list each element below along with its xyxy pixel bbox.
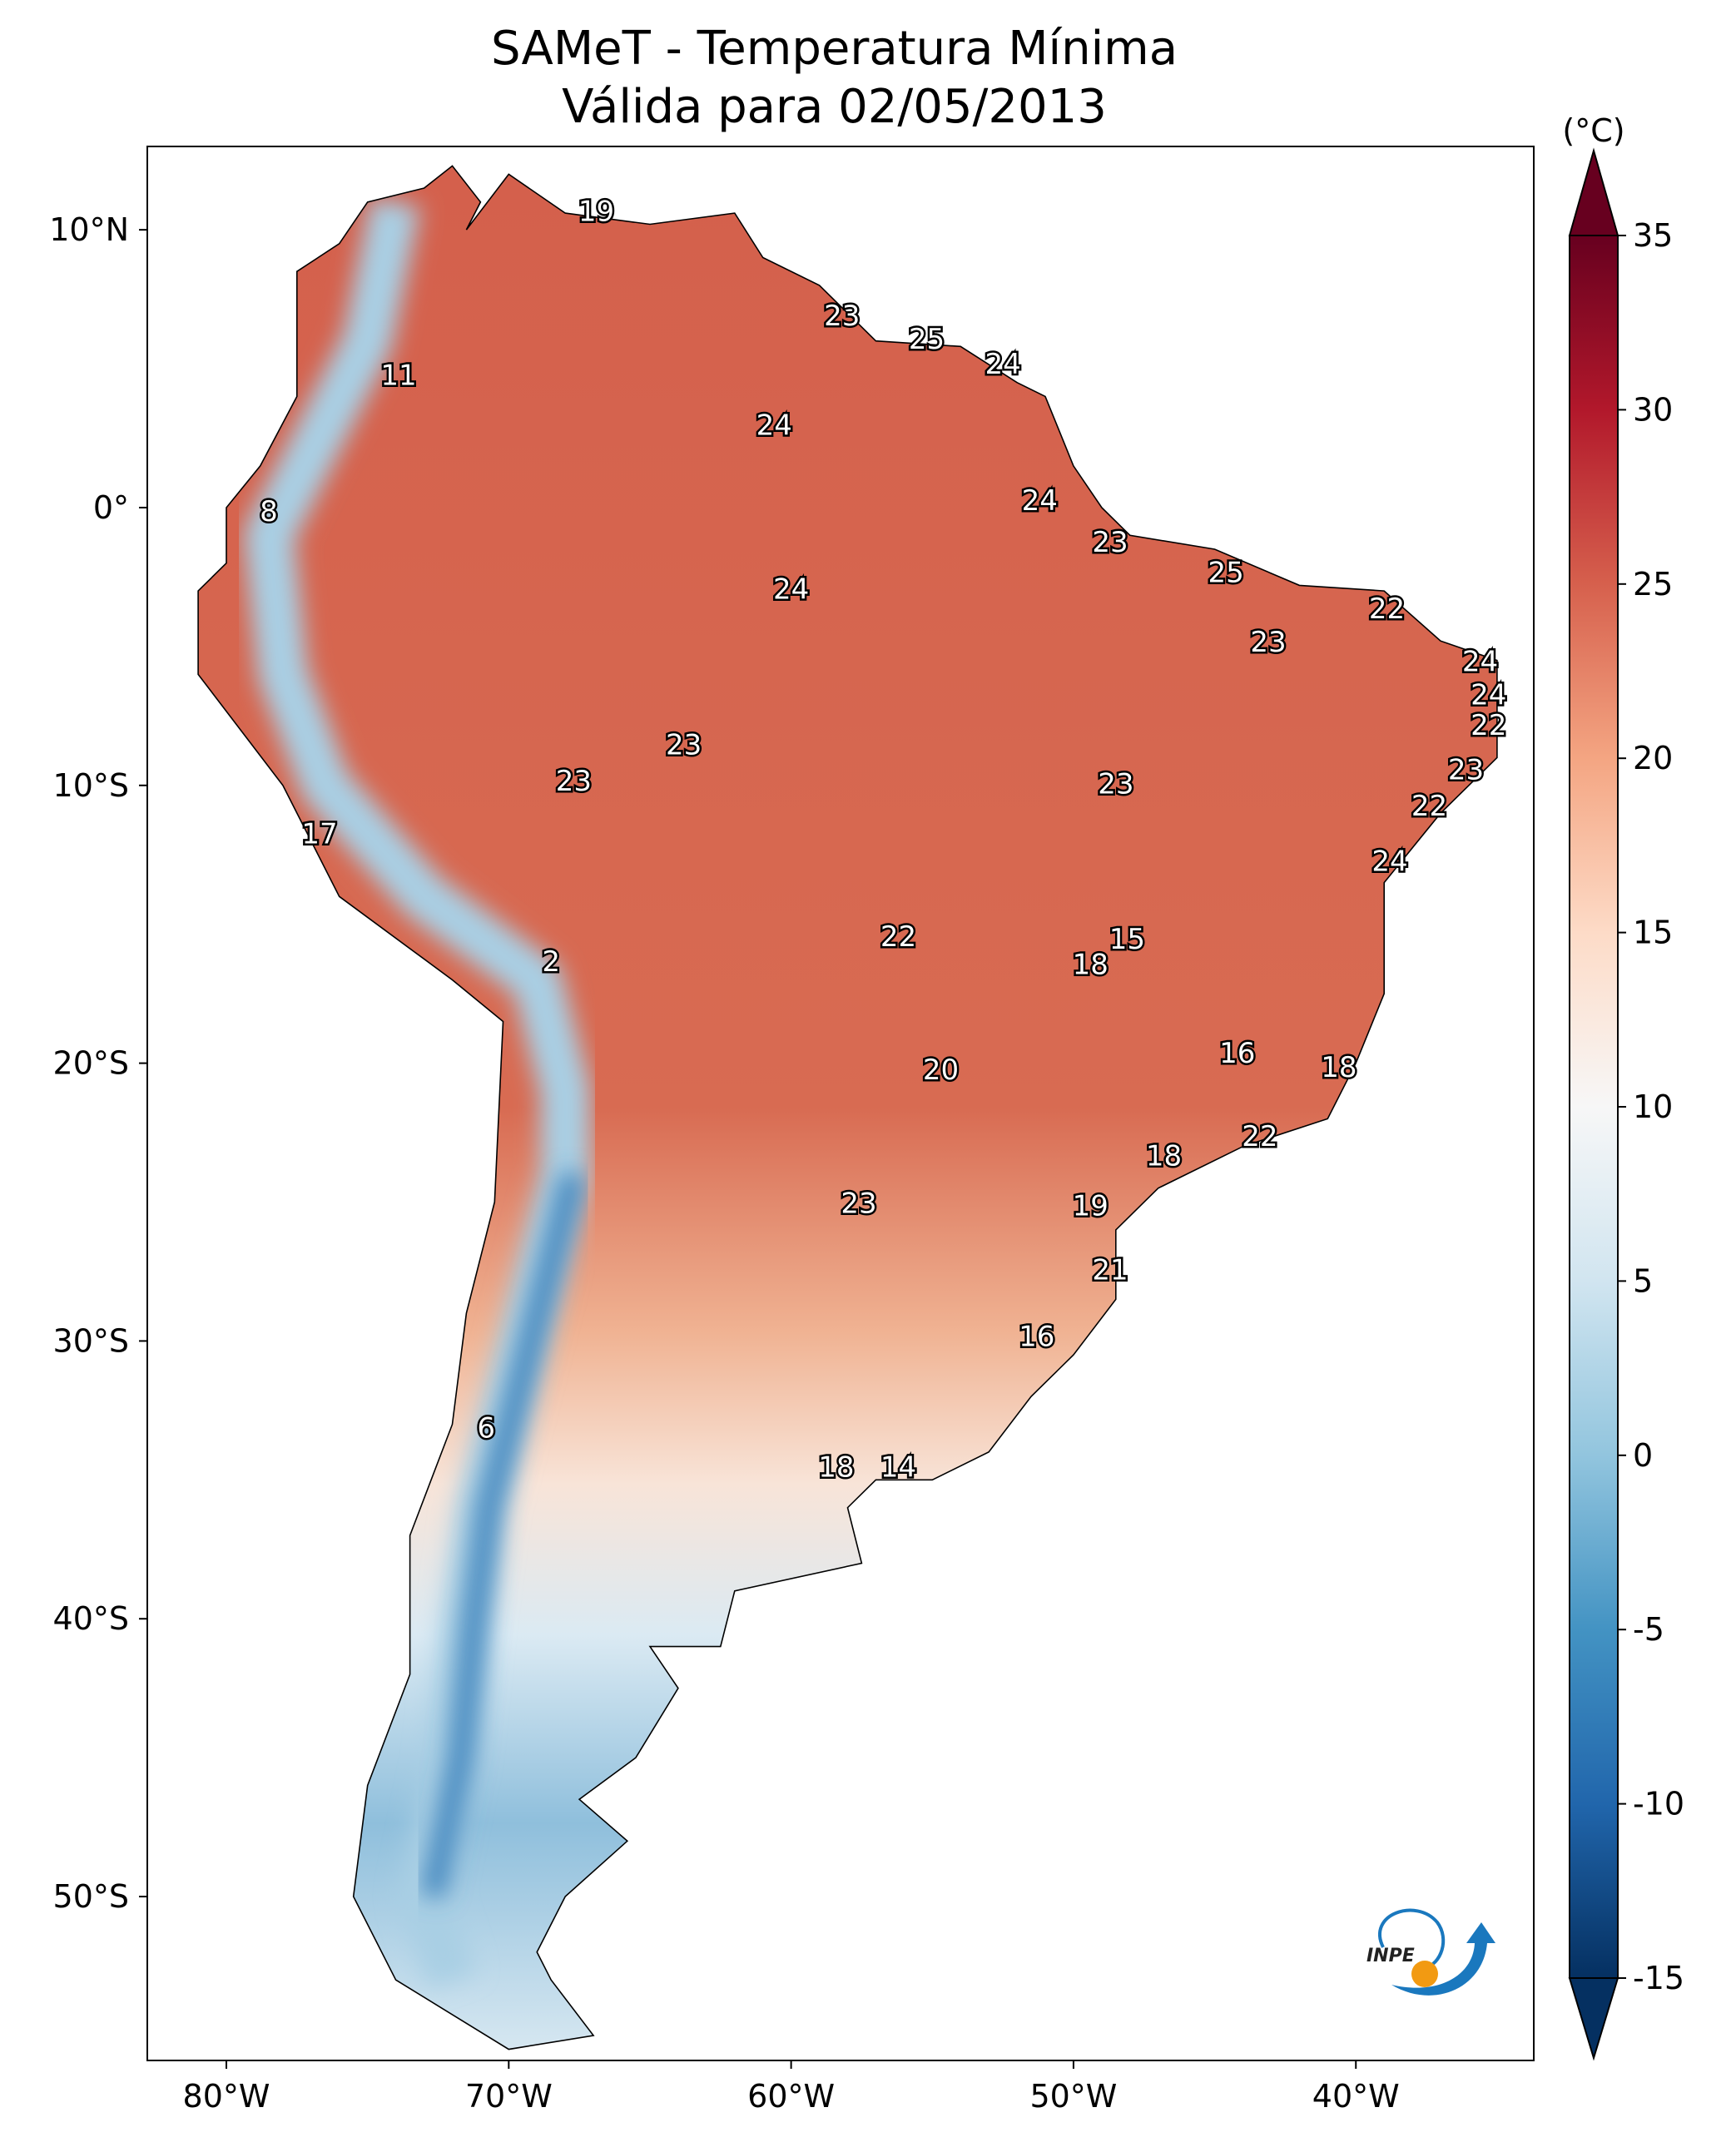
station-value: 22 xyxy=(1471,709,1506,742)
station-value: 24 xyxy=(773,573,809,607)
lon-tick-label: 40°W xyxy=(1312,2078,1400,2115)
station-value: 25 xyxy=(1208,557,1244,590)
map-frame xyxy=(146,146,1535,2061)
inpe-logo: INPE xyxy=(1366,1908,1495,1996)
colorbar-gradient xyxy=(1569,235,1619,1979)
station-value: 18 xyxy=(1073,948,1109,981)
coastline xyxy=(197,165,1498,2050)
colorbar-tick-label: 5 xyxy=(1633,1262,1653,1299)
station-value: 22 xyxy=(1242,1120,1277,1153)
colorbar-tick-label: 0 xyxy=(1633,1437,1653,1474)
temperature-field xyxy=(198,166,1497,2050)
lat-tick-label: 10°S xyxy=(53,767,129,804)
colorbar-tick-label: 35 xyxy=(1633,217,1673,254)
lon-tick-label: 50°W xyxy=(1029,2078,1117,2115)
land-layer xyxy=(197,165,1498,2050)
station-value: 15 xyxy=(1109,923,1145,956)
station-value: 24 xyxy=(1022,484,1058,518)
colorbar-tick-label: 15 xyxy=(1633,915,1673,951)
lat-tick-label: 20°S xyxy=(53,1045,129,1082)
colorbar: 35 30 25 20 15 10 5 0 -5 -10 -15 (°C) xyxy=(1562,112,1684,2061)
station-value: 2 xyxy=(542,945,560,979)
colorbar-tick-label: 25 xyxy=(1633,566,1673,602)
station-value: 23 xyxy=(1250,626,1286,659)
station-value: 22 xyxy=(1411,790,1447,823)
lat-tick-label: 30°S xyxy=(53,1322,129,1359)
axis-ticks: 10°N 0° 10°S 20°S 30°S 40°S 50°S 80°W 70°W 60°W 50… xyxy=(49,211,1399,2115)
map-subtitle: Válida para 02/05/2013 xyxy=(562,80,1107,134)
colorbar-extend-max xyxy=(1568,147,1619,236)
lat-tick-label: 40°S xyxy=(53,1600,129,1637)
lat-tick-label: 50°S xyxy=(53,1878,129,1915)
station-value: 21 xyxy=(1092,1253,1128,1287)
station-value: 16 xyxy=(1219,1037,1255,1070)
station-value: 23 xyxy=(1098,767,1133,801)
station-value: 23 xyxy=(666,729,702,762)
station-value: 24 xyxy=(985,348,1020,381)
station-value: 14 xyxy=(880,1450,916,1484)
lon-tick-label: 70°W xyxy=(465,2078,553,2115)
lon-tick-label: 80°W xyxy=(183,2078,270,2115)
station-value: 22 xyxy=(880,920,916,954)
station-value: 18 xyxy=(1146,1140,1182,1173)
colorbar-tick-label: 30 xyxy=(1633,391,1673,428)
colorbar-tick-label: -15 xyxy=(1633,1960,1684,1996)
station-value: 19 xyxy=(1073,1190,1109,1223)
station-value: 18 xyxy=(818,1450,854,1484)
colorbar-tick-label: 20 xyxy=(1633,740,1673,776)
station-value: 6 xyxy=(477,1412,495,1445)
lat-tick-label: 0° xyxy=(93,489,129,526)
andes-cold-band xyxy=(243,196,591,1988)
logo-text: INPE xyxy=(1366,1946,1415,1966)
station-value: 20 xyxy=(923,1054,959,1087)
station-value: 24 xyxy=(1471,678,1506,712)
station-value: 8 xyxy=(260,495,278,528)
station-value: 24 xyxy=(756,409,792,443)
station-value: 23 xyxy=(1448,754,1484,787)
station-value: 11 xyxy=(380,359,416,393)
colorbar-unit: (°C) xyxy=(1562,112,1624,149)
station-value: 19 xyxy=(578,196,614,229)
station-value: 23 xyxy=(556,765,592,798)
colorbar-tick-label: -5 xyxy=(1633,1611,1664,1648)
map-title: SAMeT - Temperatura Mínima xyxy=(490,22,1178,76)
station-value: 18 xyxy=(1321,1051,1357,1084)
station-value: 24 xyxy=(1371,845,1407,879)
station-value: 23 xyxy=(841,1187,876,1220)
station-value: 17 xyxy=(301,817,337,850)
lon-tick-label: 60°W xyxy=(747,2078,835,2115)
colorbar-tick-label: 10 xyxy=(1633,1088,1673,1125)
station-value: 22 xyxy=(1369,593,1405,626)
station-value: 23 xyxy=(824,300,860,333)
station-value: 24 xyxy=(1462,645,1498,678)
colorbar-extend-min xyxy=(1568,1977,1619,2061)
station-value: 16 xyxy=(1019,1321,1054,1354)
colorbar-tick-label: -10 xyxy=(1633,1786,1684,1822)
lat-tick-label: 10°N xyxy=(49,211,129,248)
station-value: 25 xyxy=(909,323,945,356)
station-value: 23 xyxy=(1092,526,1128,559)
